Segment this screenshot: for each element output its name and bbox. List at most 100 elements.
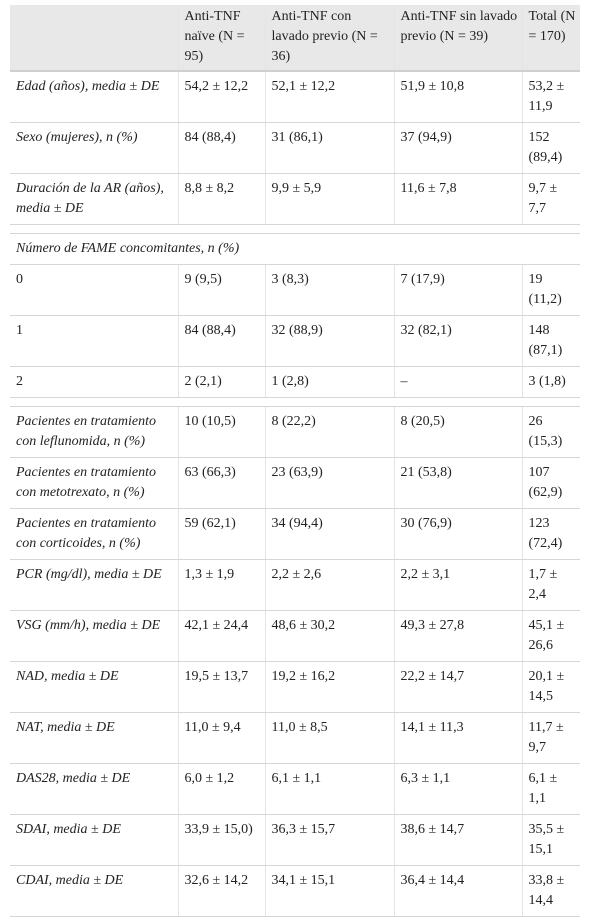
cell: 53,2 ± 11,9 xyxy=(521,71,580,123)
cell: 36,4 ± 14,4 xyxy=(393,865,522,917)
cell: 51,9 ± 10,8 xyxy=(393,71,522,123)
table-row: Edad (años), media ± DE 54,2 ± 12,2 52,1 ±… xyxy=(10,71,580,123)
table-row: NAT, media ± DE 11,0 ± 9,4 11,0 ± 8,5 14,1 … xyxy=(10,712,580,764)
cell: 3 (8,3) xyxy=(264,264,394,316)
row-label: Número de FAME concomitantes, n (%) xyxy=(10,233,580,265)
cell: 6,0 ± 1,2 xyxy=(177,763,265,815)
row-label: NAD, media ± DE xyxy=(10,661,178,713)
row-label: Edad (años), media ± DE xyxy=(10,71,178,123)
cell: 33,8 ± 14,4 xyxy=(521,865,580,917)
row-label: Duración de la AR (años), media ± DE xyxy=(10,173,178,225)
cell: 8,8 ± 8,2 xyxy=(177,173,265,225)
table-row: Pacientes en tratamiento con corticoides… xyxy=(10,508,580,560)
row-label: DAS28, media ± DE xyxy=(10,763,178,815)
cell: 37 (94,9) xyxy=(393,122,522,174)
table-row: Pacientes en tratamiento con metotrexato… xyxy=(10,457,580,509)
cell: 152 (89,4) xyxy=(521,122,580,174)
header-row: Anti-TNF naïve (N = 95) Anti-TNF con lava… xyxy=(10,5,580,72)
cell: 1,3 ± 1,9 xyxy=(177,559,265,611)
row-label: NAT, media ± DE xyxy=(10,712,178,764)
cell: 9,9 ± 5,9 xyxy=(264,173,394,225)
header-cell: Anti-TNF naïve (N = 95) xyxy=(177,5,265,72)
table-row: Sexo (mujeres), n (%) 84 (88,4) 31 (86,1) 3… xyxy=(10,122,580,174)
cell: 84 (88,4) xyxy=(177,315,265,367)
row-label: SDAI, media ± DE xyxy=(10,814,178,866)
row-label: Pacientes en tratamiento con corticoides… xyxy=(10,508,178,560)
table-row: PCR (mg/dl), media ± DE 1,3 ± 1,9 2,2 ± 2,… xyxy=(10,559,580,611)
cell: 49,3 ± 27,8 xyxy=(393,610,522,662)
cell: 107 (62,9) xyxy=(521,457,580,509)
cell: 123 (72,4) xyxy=(521,508,580,560)
table-row: VSG (mm/h), media ± DE 42,1 ± 24,4 48,6 ± … xyxy=(10,610,580,662)
cell: 20,1 ± 14,5 xyxy=(521,661,580,713)
row-label: Pacientes en tratamiento con leflunomida… xyxy=(10,406,178,458)
cell: 11,6 ± 7,8 xyxy=(393,173,522,225)
table-row: Duración de la AR (años), media ± DE 8,8 … xyxy=(10,173,580,225)
cell: 21 (53,8) xyxy=(393,457,522,509)
spacer-row xyxy=(10,224,580,234)
cell: 2,2 ± 2,6 xyxy=(264,559,394,611)
spacer-cell xyxy=(10,397,580,407)
cell: 30 (76,9) xyxy=(393,508,522,560)
cell: 23 (63,9) xyxy=(264,457,394,509)
row-label: Sexo (mujeres), n (%) xyxy=(10,122,178,174)
cell: 2,2 ± 3,1 xyxy=(393,559,522,611)
spacer-cell xyxy=(10,224,580,234)
cell: 84 (88,4) xyxy=(177,122,265,174)
cell: 8 (20,5) xyxy=(393,406,522,458)
cell: 48,6 ± 30,2 xyxy=(264,610,394,662)
row-label: VSG (mm/h), media ± DE xyxy=(10,610,178,662)
cell: – xyxy=(393,366,522,398)
cell: 32,6 ± 14,2 xyxy=(177,865,265,917)
cell: 2 (2,1) xyxy=(177,366,265,398)
table-row: DAS28, media ± DE 6,0 ± 1,2 6,1 ± 1,1 6,3 ±… xyxy=(10,763,580,815)
cell: 32 (82,1) xyxy=(393,315,522,367)
cell: 59 (62,1) xyxy=(177,508,265,560)
cell: 36,3 ± 15,7 xyxy=(264,814,394,866)
cell: 32 (88,9) xyxy=(264,315,394,367)
table-row: SDAI, media ± DE 33,9 ± 15,0) 36,3 ± 15,7 3… xyxy=(10,814,580,866)
cell: 34,1 ± 15,1 xyxy=(264,865,394,917)
table-row: 1 84 (88,4) 32 (88,9) 32 (82,1) 148 (87,1) xyxy=(10,315,580,367)
data-table: Anti-TNF naïve (N = 95) Anti-TNF con lava… xyxy=(10,5,580,917)
cell: 11,7 ± 9,7 xyxy=(521,712,580,764)
cell: 19,5 ± 13,7 xyxy=(177,661,265,713)
row-label: Pacientes en tratamiento con metotrexato… xyxy=(10,457,178,509)
row-label: CDAI, media ± DE xyxy=(10,865,178,917)
cell: 9 (9,5) xyxy=(177,264,265,316)
cell: 35,5 ± 15,1 xyxy=(521,814,580,866)
cell: 6,1 ± 1,1 xyxy=(264,763,394,815)
cell: 31 (86,1) xyxy=(264,122,394,174)
cell: 52,1 ± 12,2 xyxy=(264,71,394,123)
table-row: NAD, media ± DE 19,5 ± 13,7 19,2 ± 16,2 22,… xyxy=(10,661,580,713)
cell: 148 (87,1) xyxy=(521,315,580,367)
row-label: 0 xyxy=(10,264,178,316)
cell: 8 (22,2) xyxy=(264,406,394,458)
cell: 11,0 ± 8,5 xyxy=(264,712,394,764)
cell: 6,3 ± 1,1 xyxy=(393,763,522,815)
table-row: CDAI, media ± DE 32,6 ± 14,2 34,1 ± 15,1 36… xyxy=(10,865,580,917)
table-body: Edad (años), media ± DE 54,2 ± 12,2 52,1 ±… xyxy=(10,71,580,917)
header-cell: Total (N = 170) xyxy=(521,5,580,72)
row-label: PCR (mg/dl), media ± DE xyxy=(10,559,178,611)
cell: 22,2 ± 14,7 xyxy=(393,661,522,713)
header-cell xyxy=(10,5,178,72)
cell: 7 (17,9) xyxy=(393,264,522,316)
cell: 45,1 ± 26,6 xyxy=(521,610,580,662)
cell: 1 (2,8) xyxy=(264,366,394,398)
cell: 63 (66,3) xyxy=(177,457,265,509)
table-row: Pacientes en tratamiento con leflunomida… xyxy=(10,406,580,458)
cell: 19 (11,2) xyxy=(521,264,580,316)
cell: 11,0 ± 9,4 xyxy=(177,712,265,764)
cell: 19,2 ± 16,2 xyxy=(264,661,394,713)
header-cell: Anti-TNF sin lavado previo (N = 39) xyxy=(393,5,522,72)
cell: 14,1 ± 11,3 xyxy=(393,712,522,764)
cell: 3 (1,8) xyxy=(521,366,580,398)
table-row: Número de FAME concomitantes, n (%) xyxy=(10,233,580,265)
cell: 38,6 ± 14,7 xyxy=(393,814,522,866)
header-cell: Anti-TNF con lavado previo (N = 36) xyxy=(264,5,394,72)
cell: 33,9 ± 15,0) xyxy=(177,814,265,866)
